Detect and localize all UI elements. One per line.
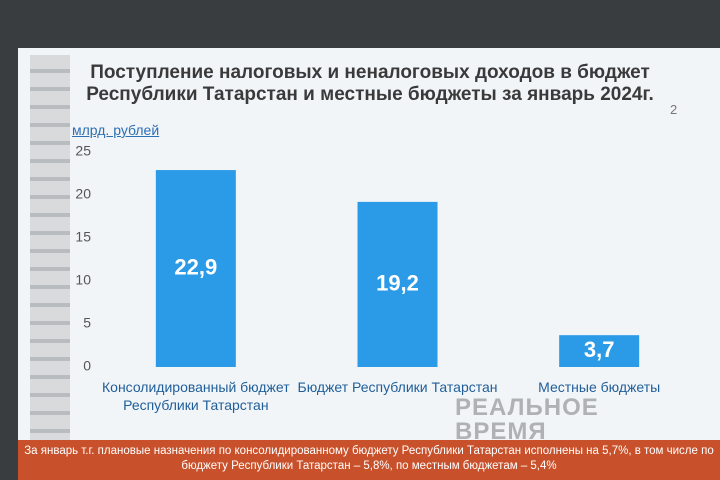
value-label: 22,9 <box>174 254 217 279</box>
value-label: 19,2 <box>376 270 419 295</box>
bar <box>155 170 236 367</box>
watermark: РЕАЛЬНОЕ ВРЕМЯ <box>455 394 599 445</box>
value-label: 3,7 <box>584 337 615 362</box>
y-tick-label: 15 <box>75 229 91 245</box>
x-tick-label: Консолидированный бюджет Республики Тата… <box>102 379 290 413</box>
decor-strip <box>30 55 70 440</box>
y-tick-label: 20 <box>75 186 91 202</box>
y-tick-label: 25 <box>75 143 91 159</box>
x-tick-label: Бюджет Республики Татарстан <box>297 379 498 395</box>
x-tick-label: Местные бюджеты <box>538 379 661 395</box>
y-tick-label: 10 <box>75 272 91 288</box>
bar <box>357 201 438 367</box>
bar <box>559 335 640 367</box>
chart-title: Поступление налоговых и неналоговых дохо… <box>86 62 654 105</box>
y-axis-label: млрд. рублей <box>72 122 160 138</box>
y-tick-label: 5 <box>83 315 91 331</box>
page-number: 2 <box>670 102 678 117</box>
y-tick-label: 0 <box>83 358 91 374</box>
footnote: За январь т.г. плановые назначения по ко… <box>18 440 720 480</box>
